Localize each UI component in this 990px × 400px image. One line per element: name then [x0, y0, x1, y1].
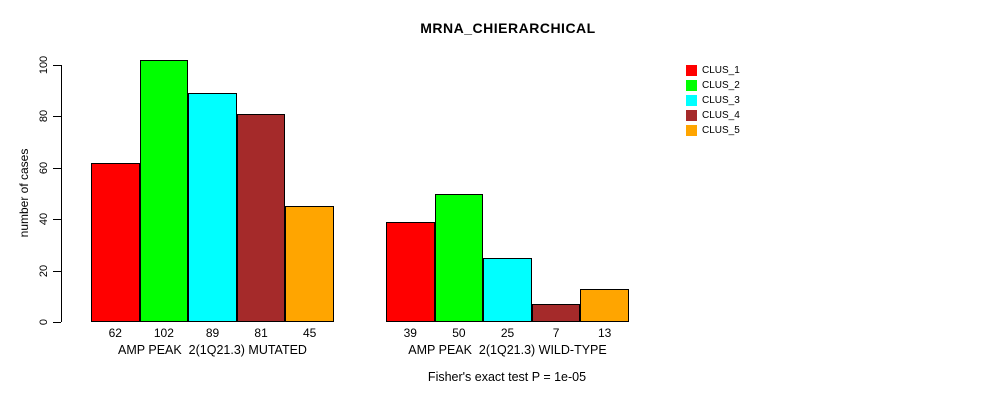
bar	[139, 59, 189, 322]
legend-label: CLUS_2	[702, 79, 740, 91]
y-axis-tick	[53, 116, 61, 118]
bar	[580, 288, 629, 322]
legend-swatch	[686, 95, 697, 106]
bar	[386, 221, 435, 322]
bar-value-label: 45	[303, 326, 317, 340]
footer-annotation: Fisher's exact test P = 1e-05	[427, 370, 587, 384]
legend-label: CLUS_1	[702, 64, 740, 76]
bar	[285, 206, 334, 322]
legend-label: CLUS_4	[702, 109, 740, 121]
bar-value-label: 39	[403, 326, 417, 340]
y-axis-tick-label: 0	[38, 318, 50, 326]
bar	[434, 193, 484, 322]
bar	[188, 93, 237, 322]
y-axis-tick	[53, 65, 61, 66]
y-axis-tick	[53, 219, 61, 221]
legend-swatch	[686, 65, 697, 76]
y-axis-title: number of cases	[17, 148, 31, 238]
bar	[91, 162, 140, 322]
y-axis-tick	[53, 270, 61, 272]
bar-value-label: 81	[254, 326, 268, 340]
y-axis-tick-label: 100	[38, 55, 50, 75]
bar	[483, 257, 532, 322]
y-axis-tick-label: 80	[38, 110, 50, 123]
category-label: AMP PEAK 2(1Q21.3) MUTATED	[118, 343, 307, 357]
y-axis-tick-label: 40	[38, 213, 50, 226]
category-label: AMP PEAK 2(1Q21.3) WILD-TYPE	[408, 343, 607, 357]
bar-value-label: 102	[153, 326, 174, 340]
y-axis-tick	[53, 322, 61, 323]
legend-label: CLUS_3	[702, 94, 740, 106]
y-axis-tick	[53, 167, 61, 169]
y-axis-tick-label: 60	[38, 161, 50, 174]
bar	[236, 113, 286, 322]
legend-swatch	[686, 110, 697, 121]
bar-value-label: 62	[108, 326, 122, 340]
bar	[531, 304, 581, 322]
legend-swatch	[686, 80, 697, 91]
bar-value-label: 7	[552, 326, 560, 340]
bar-value-label: 89	[205, 326, 220, 340]
chart-title: MRNA_CHIERARCHICAL	[420, 20, 596, 36]
bar-value-label: 13	[598, 326, 612, 340]
y-axis-tick-label: 20	[38, 264, 50, 277]
legend-swatch	[686, 125, 697, 136]
y-axis-line	[61, 65, 62, 322]
legend-label: CLUS_5	[702, 124, 740, 136]
bar-value-label: 50	[452, 326, 466, 340]
bar-value-label: 25	[500, 326, 515, 340]
